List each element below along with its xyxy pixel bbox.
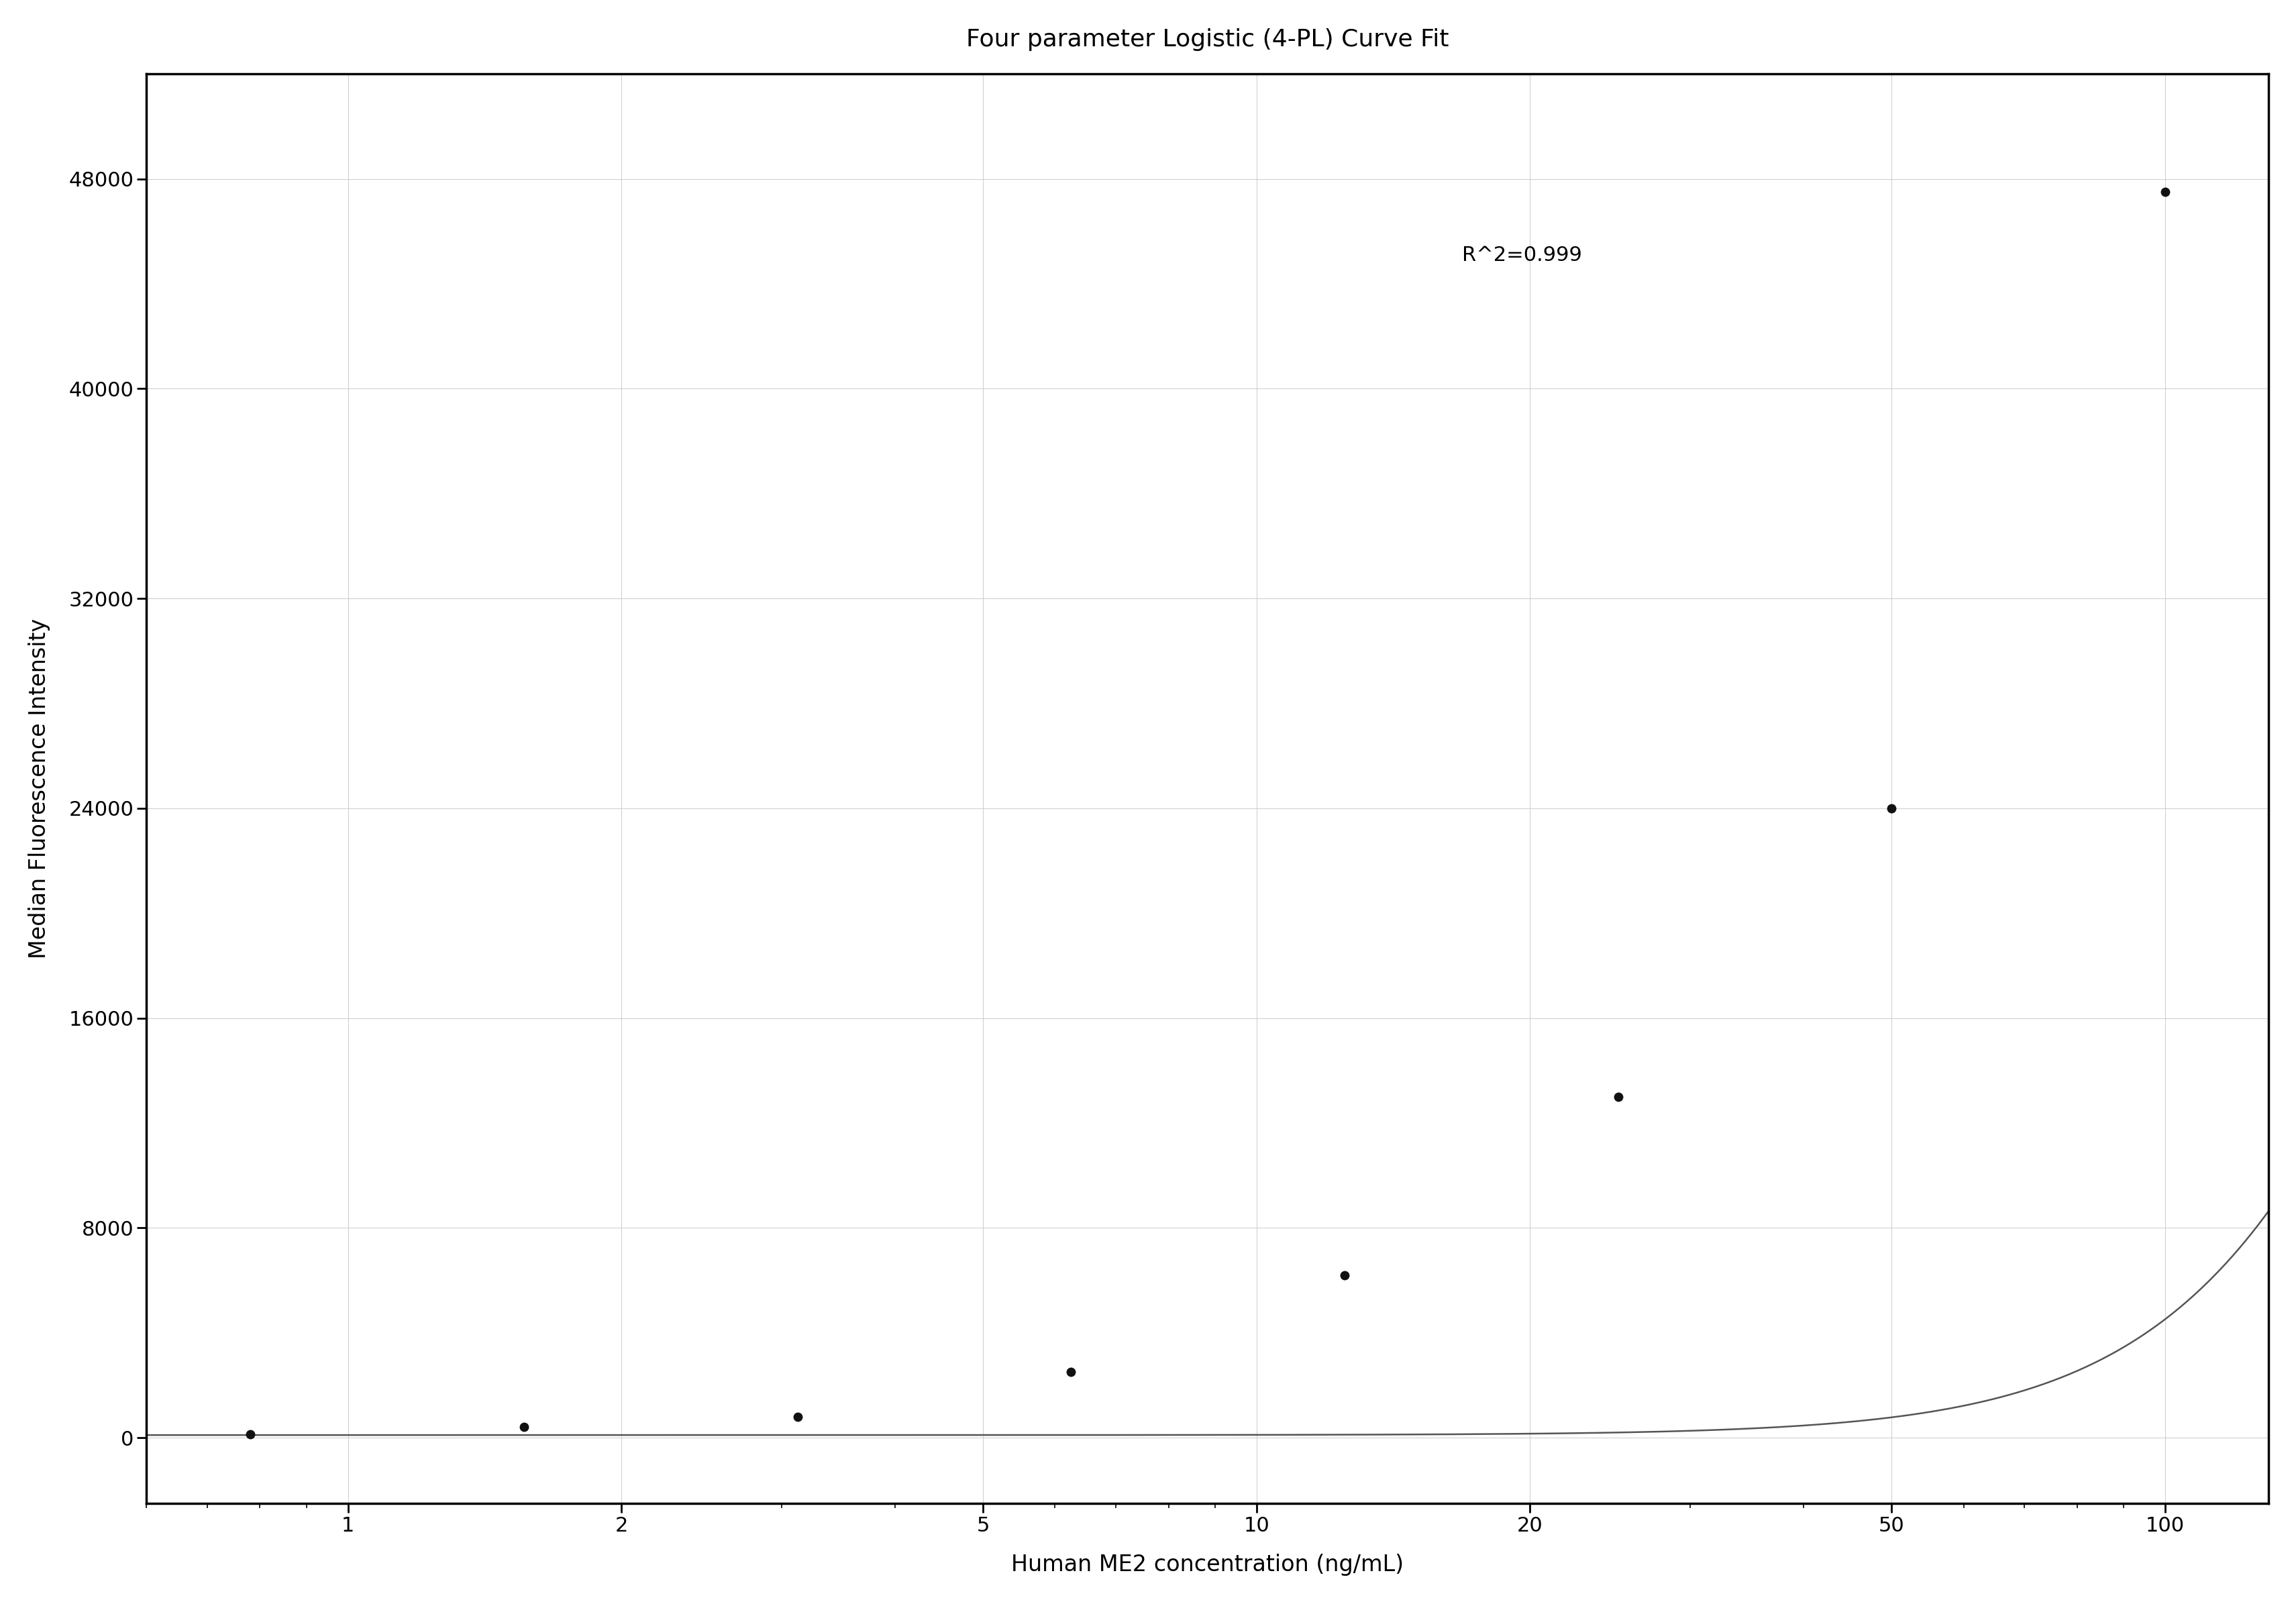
Point	[1874, 796, 1910, 821]
Point	[1600, 1084, 1637, 1110]
X-axis label: Human ME2 concentration (ng/mL): Human ME2 concentration (ng/mL)	[1010, 1554, 1403, 1577]
Point	[1052, 1359, 1088, 1384]
Point	[1325, 1262, 1362, 1288]
Y-axis label: Median Fluorescence Intensity: Median Fluorescence Intensity	[28, 619, 51, 959]
Point	[505, 1415, 542, 1440]
Text: R^2=0.999: R^2=0.999	[1463, 245, 1582, 265]
Title: Four parameter Logistic (4-PL) Curve Fit: Four parameter Logistic (4-PL) Curve Fit	[967, 27, 1449, 51]
Point	[232, 1421, 269, 1447]
Point	[778, 1404, 815, 1429]
Point	[2147, 180, 2183, 205]
